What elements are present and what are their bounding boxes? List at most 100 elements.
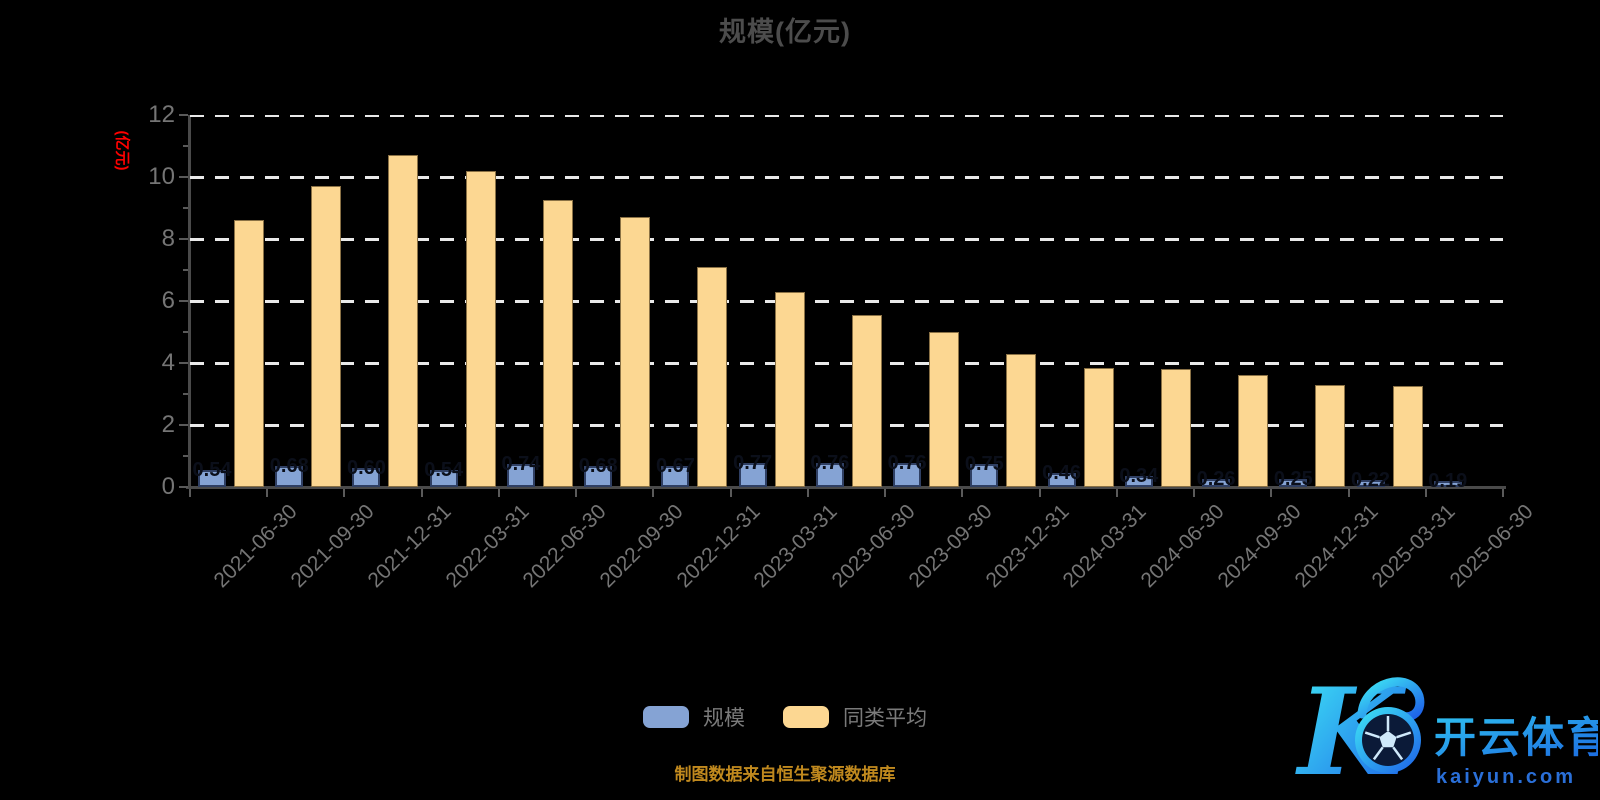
y-axis-tick <box>179 424 188 426</box>
bar-peer-average <box>1083 367 1114 487</box>
x-axis-tick <box>1193 489 1196 497</box>
x-axis-tick-label: 2021-06-30 <box>209 500 302 593</box>
bar-scale <box>1279 479 1308 487</box>
x-axis-line <box>186 486 1506 489</box>
gridline <box>190 424 1503 427</box>
bar-scale <box>1433 481 1462 487</box>
bar-peer-average <box>311 186 342 487</box>
bar-value-label: 0.74 <box>501 453 541 476</box>
bar-scale <box>429 470 458 487</box>
bar-peer-average <box>929 332 960 487</box>
bar-scale <box>198 470 226 487</box>
y-axis-line <box>188 115 191 488</box>
legend-item-scale[interactable]: 规模 <box>643 702 745 732</box>
bar-value-label: 0.68 <box>578 454 618 477</box>
x-axis-tick <box>1347 489 1350 497</box>
data-source-note: 制图数据来自恒生聚源数据库 <box>674 765 896 784</box>
bar-scale <box>970 463 999 487</box>
x-axis-tick <box>1115 489 1118 497</box>
bar-value-label: 0.22 <box>1351 469 1390 487</box>
y-axis-tick <box>183 455 188 457</box>
bar-peer-average <box>542 200 573 487</box>
bar-value-label: 0.46 <box>1042 461 1082 484</box>
x-axis-tick <box>1270 489 1273 497</box>
y-axis-tick-label: 8 <box>161 225 175 252</box>
y-axis-tick-label: 6 <box>161 287 175 314</box>
x-axis-tick-label: 2024-06-30 <box>1136 500 1229 593</box>
bar-scale <box>1124 476 1153 487</box>
soccer-ball-icon <box>1355 707 1421 773</box>
x-axis-tick <box>884 489 887 497</box>
plot-area: 0.54 0.68 0.60 0.54 0.74 0.68 0.67 0.77 0.76 0.76… <box>190 115 1503 487</box>
y-axis-tick <box>179 300 188 302</box>
bar-scale <box>275 465 304 487</box>
x-axis-tick <box>189 489 191 497</box>
bar-value-label: 0.26 <box>1196 467 1236 487</box>
x-axis-tick-label: 2025-03-31 <box>1367 500 1461 593</box>
kaiyun-watermark-logo[interactable]: K 开云体育 kaiyun.com <box>1258 652 1598 797</box>
x-axis-tick-label: 2022-09-30 <box>595 500 688 593</box>
y-axis-tick <box>179 238 188 240</box>
legend-label-scale: 规模 <box>703 707 745 730</box>
x-axis-tick <box>343 489 346 497</box>
legend-item-peer-average[interactable]: 同类平均 <box>783 702 927 732</box>
x-axis-tick-label: 2021-12-31 <box>363 500 456 593</box>
bar-peer-average <box>851 314 882 487</box>
y-axis-tick <box>183 393 188 395</box>
y-axis-tick-label: 4 <box>161 349 175 376</box>
y-axis-tick <box>183 269 188 271</box>
bar-peer-average <box>1392 386 1423 487</box>
y-axis-tick <box>179 362 188 364</box>
bar-scale <box>1202 478 1231 487</box>
bar-peer-average <box>774 291 805 487</box>
bar-value-label: 0.54 <box>192 459 232 482</box>
x-axis-tick <box>1038 489 1041 497</box>
x-axis-tick <box>420 489 423 497</box>
y-axis-tick <box>183 331 188 333</box>
legend-swatch-scale-icon <box>643 706 689 728</box>
y-axis-tick-label: 10 <box>148 163 175 190</box>
x-axis-tick-label: 2024-03-31 <box>1058 500 1152 593</box>
bar-scale <box>584 465 613 487</box>
x-axis-tick-label: 2022-03-31 <box>440 500 534 593</box>
bar-value-label: 0.76 <box>810 452 850 475</box>
bar-value-label: 0.19 <box>1428 470 1468 487</box>
bar-value-label: 0.77 <box>733 452 773 475</box>
bar-scale <box>661 466 690 487</box>
bar-peer-average <box>465 170 496 487</box>
x-axis-tick <box>266 489 269 497</box>
bar-value-label: 0.34 <box>1119 465 1159 487</box>
bar-value-label: 0.54 <box>424 459 464 482</box>
bar-peer-average <box>1315 384 1346 487</box>
chart-title: 规模(亿元) <box>719 17 851 47</box>
bar-peer-average <box>697 266 728 487</box>
bar-value-label: 0.75 <box>964 452 1004 475</box>
bar-scale <box>352 468 381 487</box>
legend-label-peer-average: 同类平均 <box>843 707 927 730</box>
x-axis-tick-label: 2023-03-31 <box>749 500 843 593</box>
x-axis-tick <box>1502 489 1504 497</box>
logo-brand-url: kaiyun.com <box>1436 766 1576 788</box>
bar-peer-average <box>388 155 419 487</box>
bar-scale <box>815 463 844 487</box>
x-axis-tick <box>497 489 500 497</box>
bar-scale <box>893 463 922 487</box>
y-axis-tick <box>183 207 188 209</box>
x-axis-tick <box>575 489 578 497</box>
x-axis-tick-label: 2023-06-30 <box>827 500 920 593</box>
y-axis-tick <box>183 145 188 147</box>
gridline <box>190 362 1503 365</box>
bar-scale <box>1047 472 1076 487</box>
y-axis-tick-label: 0 <box>161 473 175 500</box>
bar-scale <box>738 463 767 487</box>
y-axis-tick-label: 2 <box>161 411 175 438</box>
x-axis-tick <box>729 489 732 497</box>
chart-legend: 规模 同类平均 <box>0 702 1570 732</box>
y-axis-tick <box>179 176 188 178</box>
bar-peer-average <box>1006 353 1037 487</box>
bar-scale <box>506 464 535 487</box>
gridline <box>190 300 1503 303</box>
bar-value-label: 0.67 <box>655 455 695 478</box>
y-axis-tick <box>179 486 188 488</box>
